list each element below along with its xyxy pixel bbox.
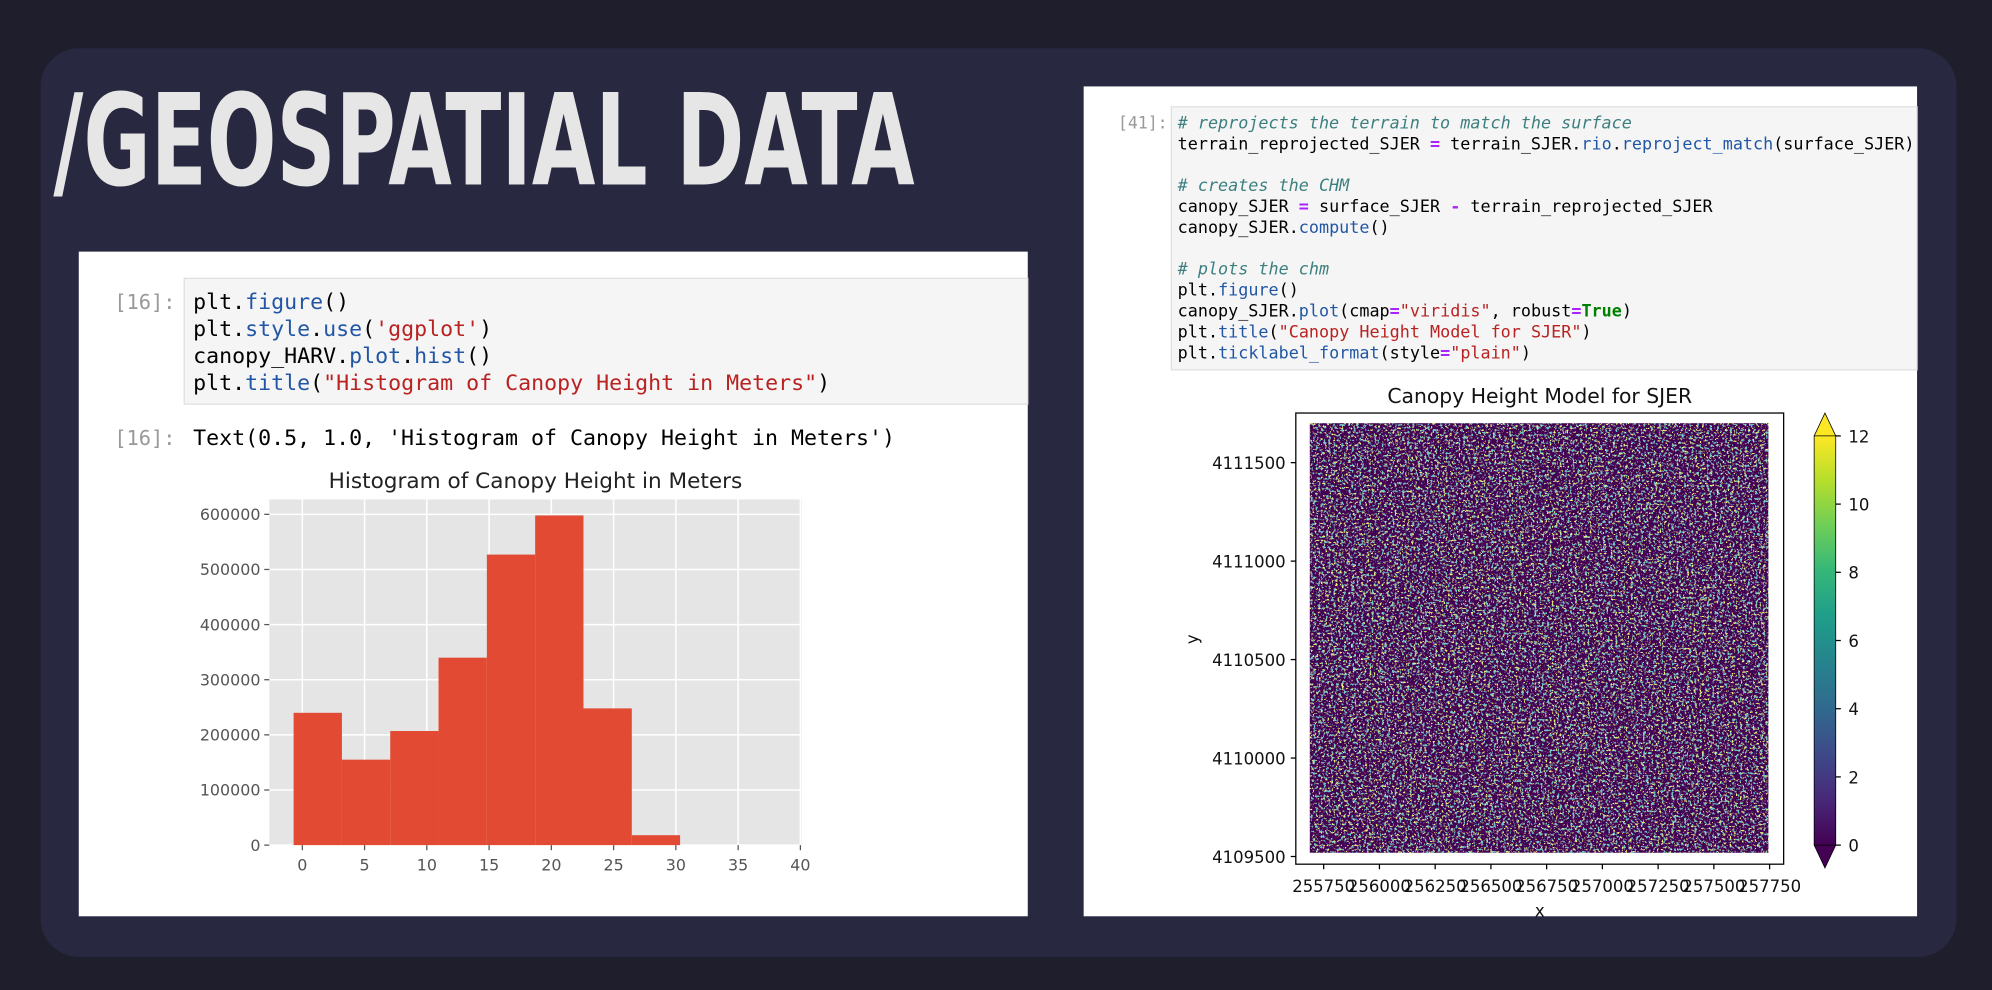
code-line: canopy_SJER.compute() (1178, 217, 1390, 237)
bar (341, 759, 391, 846)
y-tick-label: 300000 (200, 670, 261, 689)
y-tick-label: 200000 (200, 726, 261, 745)
x-tick-label: 35 (728, 856, 748, 875)
slide-title: /GEOSPATIAL DATA (53, 66, 914, 214)
y-tick-label: 100000 (200, 781, 261, 800)
bar (631, 835, 681, 846)
y-tick-label: 600000 (200, 505, 261, 524)
bar (438, 657, 487, 846)
code-line: plt.figure() (1178, 280, 1299, 300)
x-tick-label: 20 (541, 856, 561, 875)
code-line: canopy_HARV.plot.hist() (193, 344, 492, 369)
code-line: # reprojects the terrain to match the su… (1177, 112, 1632, 132)
colorbar-extend (1813, 412, 1837, 437)
y-tick-label: 0 (250, 836, 260, 855)
code-line: terrain_reprojected_SJER = terrain_SJER.… (1178, 133, 1915, 153)
bar (535, 515, 584, 846)
chart-title: Histogram of Canopy Height in Meters (329, 469, 743, 494)
x-tick-label: 40 (790, 856, 810, 875)
code-line: plt.title("Histogram of Canopy Height in… (193, 371, 830, 396)
y-tick-label: 4109500 (1212, 848, 1285, 867)
code-line: # creates the CHM (1177, 175, 1350, 195)
x-tick-label: 257750 (1738, 877, 1801, 896)
code-line: plt.style.use('ggplot') (193, 317, 492, 342)
code-line: # plots the chm (1177, 259, 1329, 279)
x-tick-label: 256500 (1459, 877, 1522, 896)
x-tick-label: 10 (417, 856, 437, 875)
x-tick-label: 257000 (1571, 877, 1634, 896)
x-tick-label: 15 (479, 856, 499, 875)
x-tick-label: 256750 (1515, 877, 1578, 896)
input-prompt: [41]: (1118, 113, 1168, 132)
colorbar-tick-label: 4 (1848, 700, 1858, 719)
x-tick-label: 257250 (1627, 877, 1690, 896)
bar (583, 708, 632, 846)
x-tick-label: 256250 (1404, 877, 1467, 896)
colorbar-tick-label: 6 (1848, 632, 1858, 651)
y-tick-label: 400000 (200, 615, 261, 634)
code-line: plt.figure() (193, 290, 349, 315)
y-axis-label: y (1183, 634, 1202, 644)
y-tick-label: 4111500 (1212, 454, 1285, 473)
raster-texture (1309, 423, 1769, 853)
plot-frame (1295, 412, 1785, 865)
y-tick-label: 4110500 (1212, 651, 1285, 670)
colorbar-tick-label: 2 (1848, 768, 1858, 787)
colorbar-tick-label: 8 (1848, 564, 1858, 583)
colorbar-tick-label: 10 (1848, 495, 1869, 514)
output-text: Text(0.5, 1.0, 'Histogram of Canopy Heig… (193, 426, 895, 451)
x-tick-label: 0 (297, 856, 307, 875)
bar (486, 554, 536, 846)
y-tick-label: 500000 (200, 560, 261, 579)
colorbar-tick-label: 0 (1848, 836, 1858, 855)
input-cell (183, 277, 1029, 405)
chart-title: Canopy Height Model for SJER (1387, 384, 1692, 408)
colorbar (1814, 435, 1836, 846)
x-tick-label: 30 (666, 856, 686, 875)
code-line: plt.title("Canopy Height Model for SJER"… (1178, 321, 1592, 341)
colorbar-extend (1813, 844, 1837, 869)
y-tick-label: 4111000 (1212, 552, 1285, 571)
x-axis-label: x (1535, 901, 1545, 920)
code-line: plt.ticklabel_format(style="plain") (1178, 342, 1531, 362)
input-cell (1170, 106, 1918, 371)
y-tick-label: 4110000 (1212, 749, 1285, 768)
colorbar-tick-label: 12 (1848, 427, 1869, 446)
input-prompt: [16]: (114, 290, 175, 314)
x-tick-label: 256000 (1348, 877, 1411, 896)
bar (293, 712, 342, 846)
output-prompt: [16]: (114, 426, 175, 450)
code-line: canopy_SJER.plot(cmap="viridis", robust=… (1178, 301, 1632, 321)
x-tick-label: 25 (604, 856, 624, 875)
code-line: canopy_SJER = surface_SJER - terrain_rep… (1178, 196, 1714, 216)
x-tick-label: 5 (360, 856, 370, 875)
bar (390, 730, 439, 846)
x-tick-label: 255750 (1292, 877, 1355, 896)
x-tick-label: 257500 (1682, 877, 1745, 896)
